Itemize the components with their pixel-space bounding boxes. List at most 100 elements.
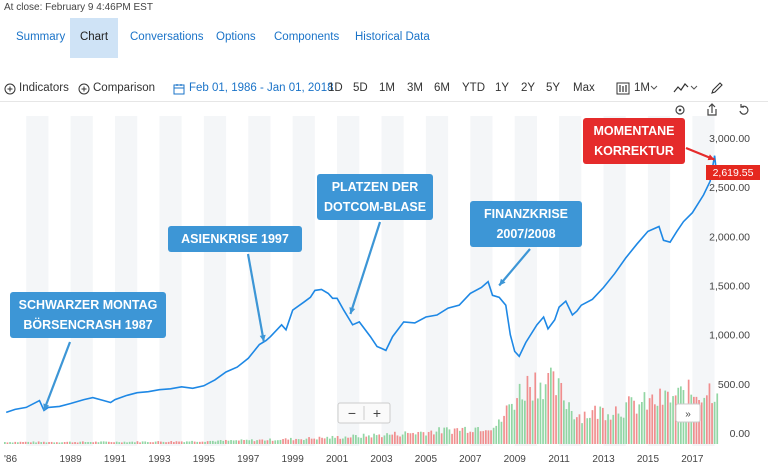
volume-bar — [373, 433, 375, 444]
volume-bar — [643, 392, 646, 444]
y-tick-label: 0.00 — [730, 428, 751, 440]
range-ytd[interactable]: YTD — [462, 82, 485, 94]
year-band — [159, 116, 182, 446]
reset-icon[interactable] — [739, 104, 749, 115]
volume-bar — [552, 371, 555, 444]
settings-icon[interactable] — [675, 105, 685, 115]
year-band — [603, 116, 626, 446]
volume-bar — [630, 397, 633, 444]
indicators-button[interactable]: Indicators — [19, 82, 69, 94]
range-1m[interactable]: 1M — [379, 82, 395, 94]
range-1d[interactable]: 1D — [328, 82, 343, 94]
volume-bar — [378, 434, 381, 444]
volume-bar — [464, 426, 466, 444]
tab-chart[interactable]: Chart — [70, 18, 118, 58]
scroll-latest-button[interactable] — [675, 403, 701, 423]
line-chart-icon[interactable] — [673, 82, 689, 94]
volume-bar — [292, 440, 295, 444]
date-range-picker[interactable]: Feb 01, 1986 - Jan 01, 2018 — [189, 82, 334, 94]
pencil-icon[interactable] — [710, 81, 724, 95]
comparison-button[interactable]: Comparison — [93, 82, 155, 94]
tab-conversations[interactable]: Conversations — [130, 31, 204, 43]
calendar-icon — [173, 84, 185, 95]
volume-bar — [82, 441, 84, 444]
volume-bar — [518, 383, 521, 444]
volume-bar — [474, 427, 477, 444]
volume-bar — [578, 414, 581, 444]
volume-bar — [313, 438, 316, 444]
volume-bar — [641, 402, 643, 444]
volume-bar — [570, 410, 573, 444]
volume-bar — [152, 442, 154, 444]
candlestick-chart-icon[interactable] — [616, 82, 630, 95]
annotation-label: FINANZKRISE — [484, 207, 568, 221]
range-max[interactable]: Max — [573, 82, 595, 94]
volume-bar — [581, 423, 583, 444]
volume-bar — [160, 441, 162, 444]
volume-bar — [115, 441, 118, 444]
year-bands — [26, 116, 715, 446]
volume-bar — [469, 431, 472, 444]
volume-bar — [63, 442, 66, 444]
volume-bar — [659, 388, 661, 444]
volume-bar — [264, 440, 266, 444]
range-2y[interactable]: 2Y — [521, 82, 536, 94]
volume-bar — [646, 409, 648, 444]
volume-bar — [97, 442, 100, 444]
volume-bar — [230, 440, 232, 444]
volume-bar — [355, 435, 357, 444]
volume-bar — [165, 442, 167, 444]
volume-bar — [318, 436, 321, 444]
volume-bar — [589, 417, 591, 444]
price-line — [5, 155, 718, 414]
price-chart[interactable]: 3,000.00 2,500.00 2,000.00 1,500.00 1,000.00… — [0, 102, 768, 469]
volume-bar — [565, 409, 568, 444]
range-5d[interactable]: 5D — [353, 82, 368, 94]
range-5y[interactable]: 5Y — [546, 82, 561, 94]
volume-bar — [485, 430, 487, 444]
range-6m[interactable]: 6M — [434, 82, 450, 94]
zoom-out-button[interactable]: − — [348, 405, 356, 421]
x-tick-label: 1991 — [104, 454, 127, 465]
interval-select[interactable]: 1M — [634, 82, 650, 94]
annotation-label: ASIENKRISE 1997 — [181, 232, 289, 246]
tab-components[interactable]: Components — [274, 31, 340, 43]
volume-bar — [139, 442, 141, 444]
year-band — [514, 116, 537, 446]
volume-bar — [420, 431, 422, 444]
tab-summary[interactable]: Summary — [16, 31, 66, 43]
tab-historical-data[interactable]: Historical Data — [355, 31, 430, 43]
volume-bar — [524, 400, 526, 444]
volume-bar — [472, 432, 474, 444]
volume-bar — [266, 440, 269, 444]
volume-bar — [550, 367, 552, 444]
range-3m[interactable]: 3M — [407, 82, 423, 94]
volume-bar — [417, 431, 420, 444]
volume-bar — [521, 399, 524, 444]
volume-bar — [308, 437, 310, 444]
volume-bar — [370, 437, 373, 444]
volume-bar — [53, 442, 56, 444]
volume-bar — [188, 441, 191, 444]
x-tick-label: 2017 — [681, 454, 704, 465]
x-tick-label: 1993 — [148, 454, 171, 465]
volume-bar — [667, 391, 669, 444]
annotation-arrowhead — [499, 278, 506, 286]
tab-options[interactable]: Options — [216, 31, 256, 43]
share-icon[interactable] — [707, 103, 717, 116]
x-tick-label: 2007 — [459, 454, 482, 465]
volume-bar — [4, 442, 6, 444]
volume-bar — [516, 398, 518, 444]
volume-bar — [27, 441, 30, 444]
zoom-in-button[interactable]: + — [373, 405, 381, 421]
x-tick-label: 1997 — [237, 454, 260, 465]
volume-bar — [383, 435, 386, 444]
volume-bar — [243, 440, 245, 444]
volume-bar — [511, 403, 513, 444]
range-1y[interactable]: 1Y — [495, 82, 510, 94]
volume-bar — [69, 441, 71, 444]
volume-bar — [40, 442, 43, 444]
volume-bar — [71, 442, 74, 444]
volume-bar — [539, 382, 542, 444]
year-band — [470, 116, 493, 446]
